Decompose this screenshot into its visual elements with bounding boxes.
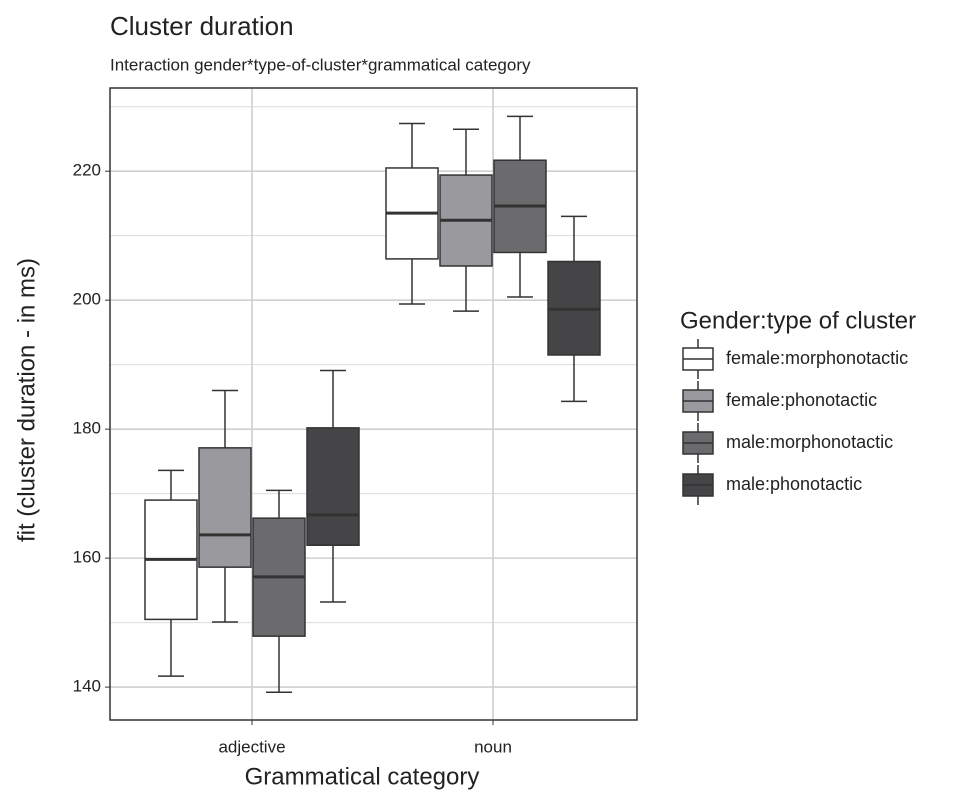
y-tick-label: 220	[73, 161, 101, 180]
box	[306, 427, 360, 546]
legend-title: Gender:type of cluster	[680, 307, 916, 334]
legend-label: male:morphonotactic	[726, 432, 893, 452]
y-tick-label: 160	[73, 548, 101, 567]
y-tick-label: 140	[73, 677, 101, 696]
x-tick-label: adjective	[218, 737, 285, 756]
y-tick-label: 180	[73, 419, 101, 438]
chart-title: Cluster duration	[110, 11, 294, 41]
x-axis-title: Grammatical category	[245, 763, 480, 790]
legend-label: female:phonotactic	[726, 390, 877, 410]
plot-frame	[109, 87, 638, 721]
y-axis-title: fit (cluster duration - in ms)	[13, 258, 40, 542]
y-tick-label: 200	[73, 290, 101, 309]
box	[198, 447, 252, 568]
chart-subtitle: Interaction gender*type-of-cluster*gramm…	[110, 55, 531, 74]
legend-label: male:phonotactic	[726, 474, 862, 494]
x-tick-label: noun	[474, 737, 512, 756]
legend-label: female:morphonotactic	[726, 348, 908, 368]
